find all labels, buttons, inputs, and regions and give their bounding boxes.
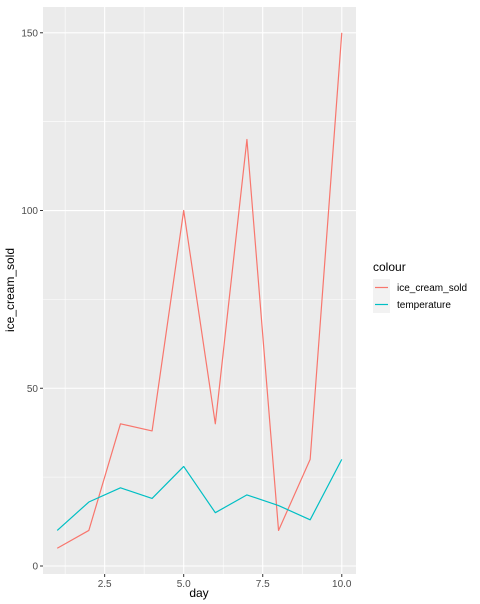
y-tick-label: 150	[21, 28, 38, 39]
x-tick-label: 10.0	[332, 579, 352, 590]
y-axis-title: ice_cream_sold	[3, 248, 17, 332]
x-axis-title: day	[189, 586, 208, 600]
x-tick-label: 5.0	[177, 579, 191, 590]
series-line-ice-cream-sold	[56, 32, 343, 549]
legend-title: colour	[373, 260, 406, 274]
minor-gridlines	[43, 7, 356, 574]
x-tick-label: 7.5	[256, 579, 270, 590]
legend-label-ice-cream-sold: ice_cream_sold	[397, 283, 467, 294]
legend: colour ice_cream_sold temperature	[373, 260, 467, 313]
plot-panel	[43, 7, 356, 574]
series-lines	[56, 32, 343, 549]
y-tick-label: 0	[32, 562, 38, 573]
x-tick-label: 2.5	[98, 579, 112, 590]
major-gridlines	[43, 7, 356, 574]
y-tick-label: 100	[21, 206, 38, 217]
y-tick-label: 50	[27, 384, 39, 395]
legend-items: ice_cream_sold temperature	[373, 279, 467, 313]
legend-label-temperature: temperature	[397, 300, 451, 311]
y-axis-ticks: 0 50 100 150	[21, 28, 43, 573]
series-line-temperature	[56, 459, 343, 531]
x-axis-ticks: 2.5 5.0 7.5 10.0	[98, 574, 352, 590]
